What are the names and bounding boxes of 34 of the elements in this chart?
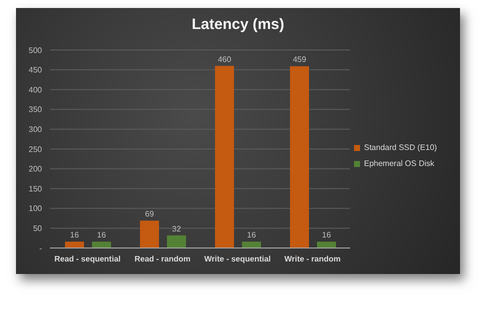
y-tick-label: 300 bbox=[28, 125, 43, 134]
data-label: 32 bbox=[172, 224, 182, 234]
bar bbox=[65, 242, 84, 248]
x-tick-label: Write - random bbox=[284, 254, 341, 264]
legend-label: Standard SSD (E10) bbox=[364, 143, 437, 152]
x-tick-label: Read - sequential bbox=[54, 254, 121, 264]
data-label: 460 bbox=[218, 54, 232, 64]
x-tick-label: Read - random bbox=[134, 254, 191, 264]
data-label: 16 bbox=[70, 230, 80, 240]
legend-label: Ephemeral OS Disk bbox=[364, 159, 434, 168]
y-tick-label: 50 bbox=[33, 224, 43, 234]
y-tick-label: 350 bbox=[28, 105, 43, 114]
y-tick-label: 150 bbox=[28, 184, 43, 194]
chart-title: Latency (ms) bbox=[190, 15, 286, 35]
bar bbox=[92, 242, 111, 248]
data-label: 459 bbox=[292, 55, 307, 64]
y-tick-label: 400 bbox=[28, 85, 43, 94]
x-tick-label: Write - sequential bbox=[204, 254, 271, 264]
bar bbox=[215, 66, 234, 248]
y-tick-label: - bbox=[39, 244, 42, 253]
y-tick-label: 500 bbox=[28, 46, 43, 55]
y-tick-label: 200 bbox=[28, 164, 43, 174]
y-tick-label: 250 bbox=[28, 144, 43, 154]
bar bbox=[317, 242, 336, 248]
bar bbox=[140, 220, 159, 248]
data-label: 16 bbox=[247, 230, 256, 240]
bar bbox=[242, 242, 261, 248]
y-tick-label: 100 bbox=[28, 204, 43, 214]
data-label: 16 bbox=[322, 230, 332, 240]
bar bbox=[290, 66, 309, 248]
data-label: 69 bbox=[145, 210, 154, 219]
bar bbox=[167, 235, 186, 248]
data-label: 16 bbox=[97, 230, 106, 240]
y-tick-label: 450 bbox=[28, 66, 43, 75]
